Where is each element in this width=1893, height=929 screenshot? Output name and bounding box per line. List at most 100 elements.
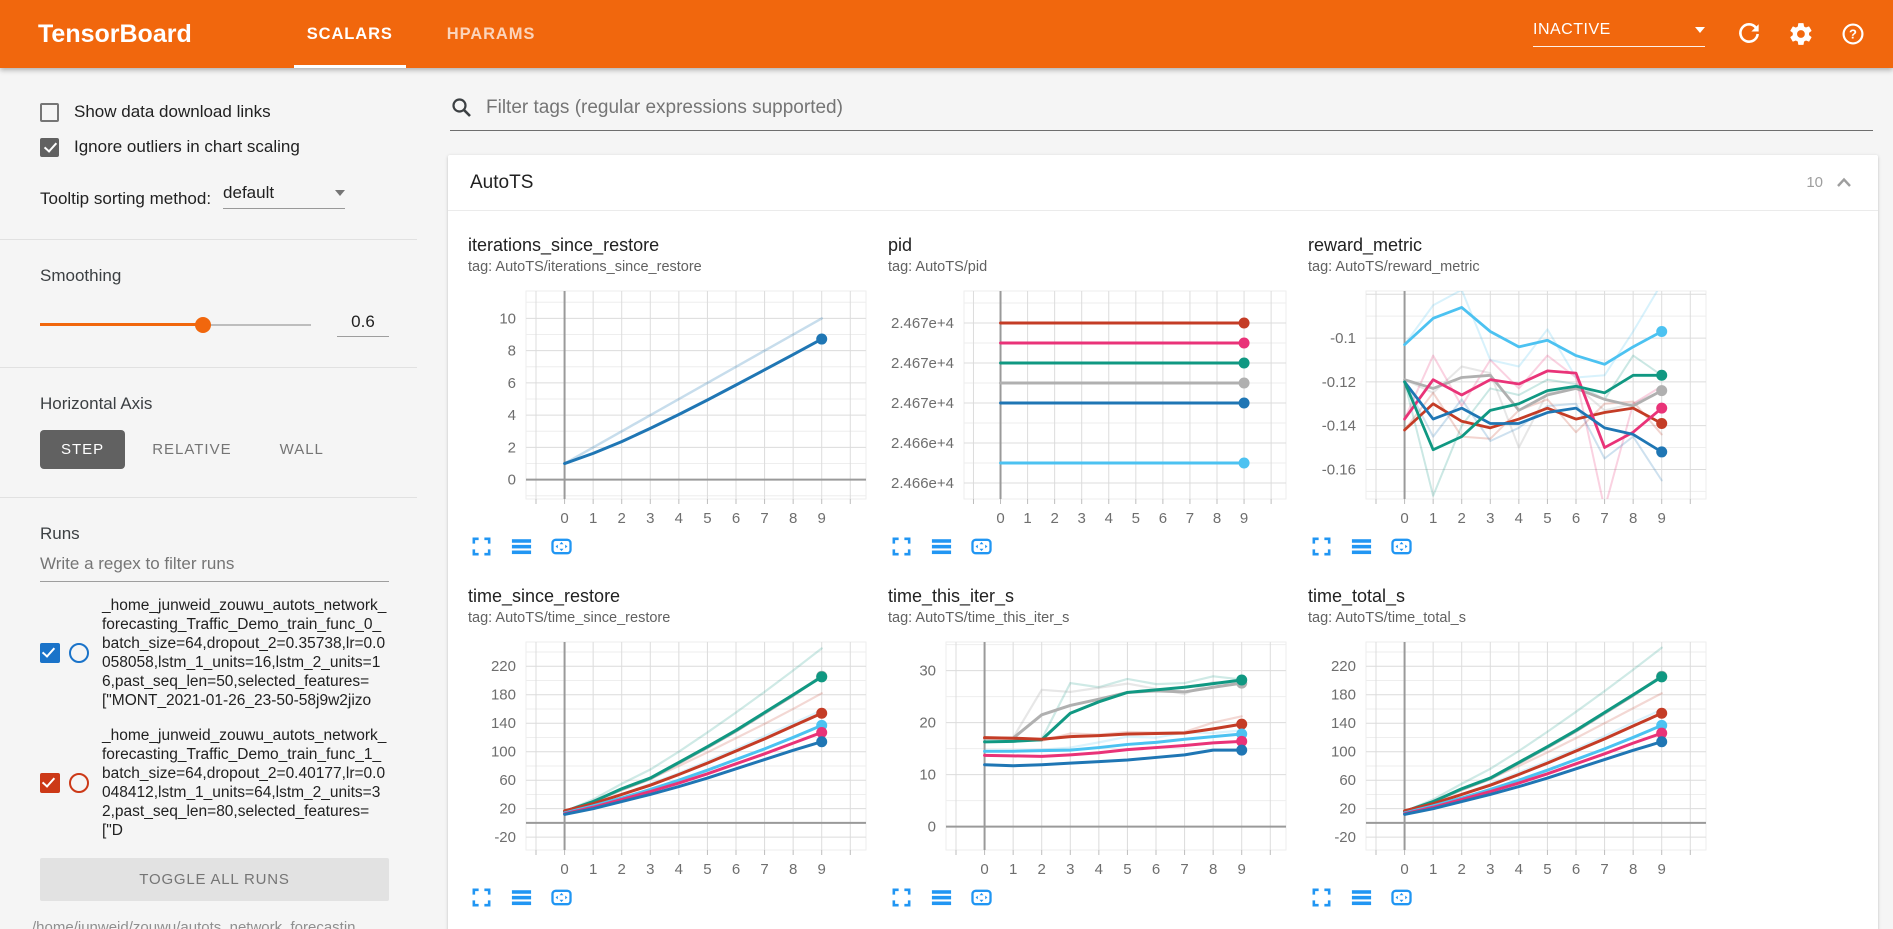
log-scale-icon[interactable]	[510, 886, 533, 909]
svg-text:4: 4	[675, 510, 683, 527]
line-chart[interactable]: 10 8 6 4 2 0 0 1 2 3 4 5 6 7 8 9	[468, 285, 874, 533]
svg-text:2: 2	[1458, 861, 1466, 878]
line-chart[interactable]: -0.1 -0.12 -0.14 -0.16 0 1 2 3 4 5 6 7 8 9	[1308, 285, 1714, 533]
svg-text:6: 6	[1572, 861, 1580, 878]
chart-toolbar	[888, 886, 1296, 909]
tag-group-header[interactable]: AutoTS 10	[448, 155, 1878, 211]
run-radio[interactable]	[69, 643, 89, 663]
smoothing-slider[interactable]	[40, 316, 311, 333]
main-content: AutoTS 10 iterations_since_restore tag: …	[417, 68, 1893, 929]
axis-option-wall[interactable]: WALL	[279, 441, 324, 458]
expand-chart-icon[interactable]	[1310, 886, 1333, 909]
slider-fill	[40, 323, 203, 326]
svg-text:8: 8	[1629, 861, 1637, 878]
runs-filter-input[interactable]	[40, 544, 389, 582]
toggle-all-runs-button[interactable]: TOGGLE ALL RUNS	[40, 858, 389, 901]
run-list: _home_junweid_zouwu_autots_network_forec…	[40, 596, 389, 840]
status-dropdown[interactable]: INACTIVE	[1533, 21, 1705, 47]
svg-text:4: 4	[1105, 510, 1113, 527]
checkbox-icon[interactable]	[40, 102, 59, 122]
help-button[interactable]: ?	[1839, 20, 1867, 48]
svg-text:-20: -20	[494, 829, 516, 846]
tooltip-sorting-row: Tooltip sorting method: default	[40, 183, 389, 209]
chart-title: reward_metric	[1308, 235, 1423, 255]
sidebar: Show data download links Ignore outliers…	[0, 68, 417, 929]
checkbox-option[interactable]: Ignore outliers in chart scaling	[40, 137, 389, 157]
refresh-button[interactable]	[1735, 20, 1763, 48]
chart-card: time_since_restore tag: AutoTS/time_sinc…	[460, 586, 880, 909]
axis-option-step[interactable]: STEP	[40, 430, 126, 469]
svg-text:2: 2	[1050, 510, 1058, 527]
tab-hparams[interactable]: HPARAMS	[446, 24, 536, 43]
svg-text:?: ?	[1849, 27, 1857, 42]
line-chart[interactable]: 2.467e+4 2.467e+4 2.467e+4 2.466e+4 2.466e+4…	[888, 285, 1294, 533]
log-scale-icon[interactable]	[930, 535, 953, 558]
fit-domain-icon[interactable]	[550, 535, 573, 558]
svg-text:2: 2	[1038, 861, 1046, 878]
svg-text:0: 0	[560, 861, 568, 878]
expand-chart-icon[interactable]	[470, 535, 493, 558]
fit-domain-icon[interactable]	[970, 535, 993, 558]
run-item[interactable]: _home_junweid_zouwu_autots_network_forec…	[40, 726, 389, 840]
checkbox-option[interactable]: Show data download links	[40, 102, 389, 122]
svg-text:2.467e+4: 2.467e+4	[891, 315, 954, 332]
chart-tag: tag: AutoTS/iterations_since_restore	[468, 259, 702, 275]
status-label: INACTIVE	[1533, 21, 1611, 38]
line-chart[interactable]: 30 20 10 0 0 1 2 3 4 5 6 7 8 9	[888, 636, 1294, 884]
charts-grid: iterations_since_restore tag: AutoTS/ite…	[448, 211, 1878, 909]
svg-text:2.466e+4: 2.466e+4	[891, 435, 954, 452]
chevron-up-icon[interactable]	[1832, 171, 1856, 195]
log-scale-icon[interactable]	[1350, 535, 1373, 558]
expand-chart-icon[interactable]	[1310, 535, 1333, 558]
log-scale-icon[interactable]	[930, 886, 953, 909]
help-icon: ?	[1842, 23, 1864, 45]
svg-text:7: 7	[1180, 861, 1188, 878]
svg-text:30: 30	[919, 663, 936, 680]
chart-tag: tag: AutoTS/pid	[888, 259, 988, 275]
svg-text:0: 0	[996, 510, 1004, 527]
svg-text:0: 0	[560, 510, 568, 527]
svg-text:6: 6	[732, 861, 740, 878]
settings-button[interactable]	[1787, 20, 1815, 48]
svg-text:7: 7	[760, 510, 768, 527]
axis-option-relative[interactable]: RELATIVE	[152, 441, 232, 458]
fit-domain-icon[interactable]	[550, 886, 573, 909]
svg-text:20: 20	[919, 715, 936, 732]
svg-text:8: 8	[1629, 510, 1637, 527]
line-chart[interactable]: 220 180 140 100 60 20 -20 0 1 2 3 4 5 6 7 8 9	[1308, 636, 1714, 884]
fit-domain-icon[interactable]	[1390, 886, 1413, 909]
log-scale-icon[interactable]	[1350, 886, 1373, 909]
fit-domain-icon[interactable]	[970, 886, 993, 909]
slider-knob[interactable]	[194, 316, 211, 333]
tag-filter-input[interactable]	[484, 96, 1873, 120]
svg-text:3: 3	[1078, 510, 1086, 527]
svg-text:4: 4	[508, 407, 516, 424]
tooltip-sorting-select[interactable]: default	[223, 183, 346, 209]
run-checkbox[interactable]	[40, 643, 60, 663]
svg-text:220: 220	[1331, 658, 1356, 675]
tab-scalars[interactable]: SCALARS	[280, 0, 420, 68]
smoothing-value[interactable]: 0.6	[337, 312, 389, 337]
log-scale-icon[interactable]	[510, 535, 533, 558]
svg-text:4: 4	[1515, 510, 1523, 527]
svg-text:3: 3	[1486, 861, 1494, 878]
tag-group-count: 10	[1806, 174, 1823, 191]
line-chart[interactable]: 220 180 140 100 60 20 -20 0 1 2 3 4 5 6 7 8 9	[468, 636, 874, 884]
log-directory-path: /home/junweid/zouwu/autots_network_forec…	[32, 919, 356, 929]
checkbox-icon[interactable]	[40, 137, 59, 157]
svg-text:220: 220	[491, 658, 516, 675]
expand-chart-icon[interactable]	[890, 886, 913, 909]
svg-text:7: 7	[1186, 510, 1194, 527]
expand-chart-icon[interactable]	[890, 535, 913, 558]
svg-text:10: 10	[919, 767, 936, 784]
svg-text:6: 6	[1159, 510, 1167, 527]
svg-text:1: 1	[1429, 861, 1437, 878]
run-item[interactable]: _home_junweid_zouwu_autots_network_forec…	[40, 596, 389, 710]
run-checkbox[interactable]	[40, 773, 60, 793]
run-radio[interactable]	[69, 773, 89, 793]
svg-text:2.467e+4: 2.467e+4	[891, 355, 954, 372]
expand-chart-icon[interactable]	[470, 886, 493, 909]
fit-domain-icon[interactable]	[1390, 535, 1413, 558]
horizontal-axis-options: STEP RELATIVE WALL	[40, 430, 389, 469]
svg-text:10: 10	[499, 310, 516, 327]
